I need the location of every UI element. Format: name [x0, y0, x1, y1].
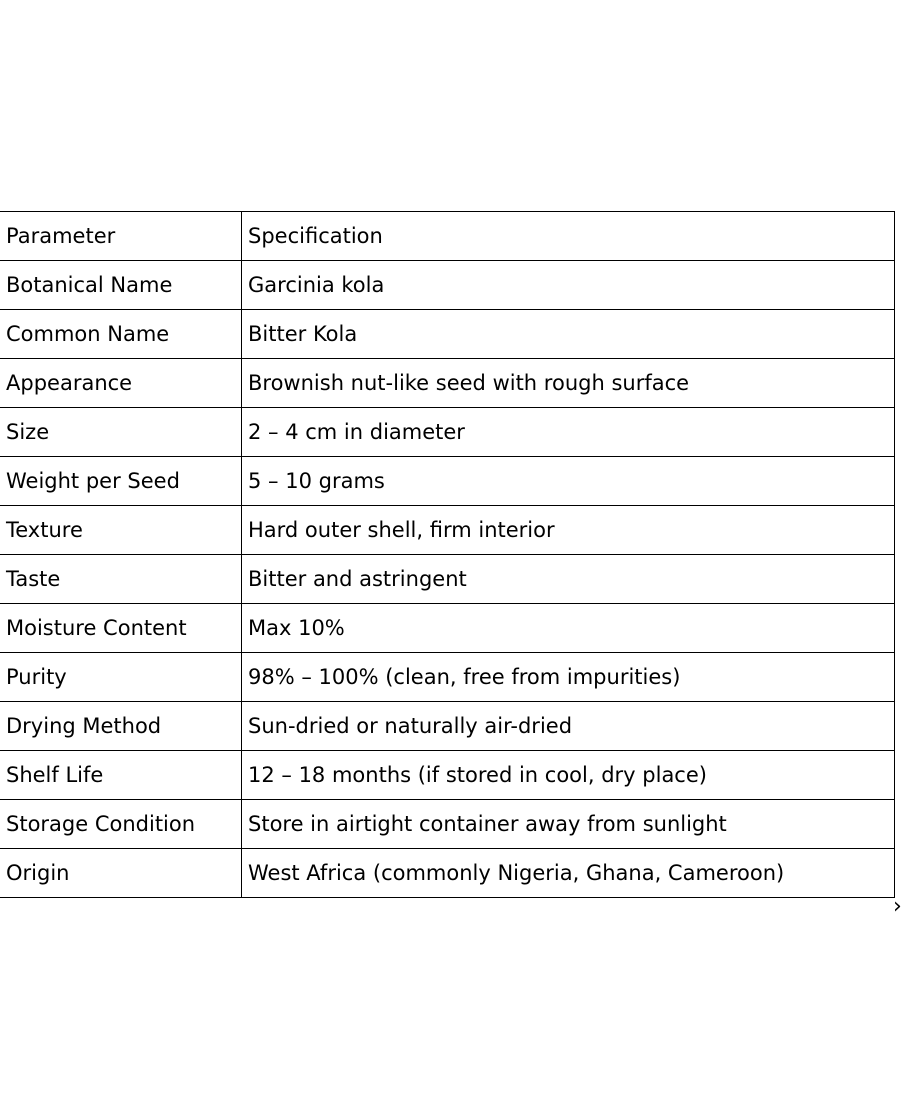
specification-cell: Bitter and astringent	[241, 554, 895, 604]
parameter-cell: Botanical Name	[0, 260, 242, 310]
parameter-cell: Purity	[0, 652, 242, 702]
parameter-cell: Appearance	[0, 358, 242, 408]
specification-cell: Brownish nut-like seed with rough surfac…	[241, 358, 895, 408]
specification-cell: West Africa (commonly Nigeria, Ghana, Ca…	[241, 848, 895, 898]
table-row: Common Name Bitter Kola	[0, 309, 895, 359]
parameter-cell: Drying Method	[0, 701, 242, 751]
specification-cell: 5 – 10 grams	[241, 456, 895, 506]
header-specification: Specification	[241, 211, 895, 261]
table-row: Moisture Content Max 10%	[0, 603, 895, 653]
specification-cell: 12 – 18 months (if stored in cool, dry p…	[241, 750, 895, 800]
specification-table: Parameter Specification Botanical Name Ga…	[0, 211, 895, 898]
table-row: Storage Condition Store in airtight conta…	[0, 799, 895, 849]
parameter-cell: Moisture Content	[0, 603, 242, 653]
table-row: Botanical Name Garcinia kola	[0, 260, 895, 310]
specification-cell: Bitter Kola	[241, 309, 895, 359]
parameter-cell: Origin	[0, 848, 242, 898]
chevron-right-icon[interactable]: ›	[893, 894, 901, 919]
specification-cell: 98% – 100% (clean, free from impurities)	[241, 652, 895, 702]
table-row: Taste Bitter and astringent	[0, 554, 895, 604]
header-parameter: Parameter	[0, 211, 242, 261]
parameter-cell: Texture	[0, 505, 242, 555]
table-row: Texture Hard outer shell, firm interior	[0, 505, 895, 555]
parameter-cell: Weight per Seed	[0, 456, 242, 506]
parameter-cell: Taste	[0, 554, 242, 604]
table-row: Shelf Life 12 – 18 months (if stored in c…	[0, 750, 895, 800]
table-row: Purity 98% – 100% (clean, free from impur…	[0, 652, 895, 702]
parameter-cell: Storage Condition	[0, 799, 242, 849]
specification-cell: Hard outer shell, firm interior	[241, 505, 895, 555]
specification-cell: 2 – 4 cm in diameter	[241, 407, 895, 457]
table-row: Origin West Africa (commonly Nigeria, Gha…	[0, 848, 895, 898]
specification-cell: Sun-dried or naturally air-dried	[241, 701, 895, 751]
table-row: Weight per Seed 5 – 10 grams	[0, 456, 895, 506]
table-header-row: Parameter Specification	[0, 211, 895, 261]
parameter-cell: Size	[0, 407, 242, 457]
parameter-cell: Shelf Life	[0, 750, 242, 800]
table-row: Appearance Brownish nut-like seed with ro…	[0, 358, 895, 408]
parameter-cell: Common Name	[0, 309, 242, 359]
table-row: Drying Method Sun-dried or naturally air-…	[0, 701, 895, 751]
specification-cell: Garcinia kola	[241, 260, 895, 310]
specification-cell: Store in airtight container away from su…	[241, 799, 895, 849]
specification-cell: Max 10%	[241, 603, 895, 653]
table-row: Size 2 – 4 cm in diameter	[0, 407, 895, 457]
